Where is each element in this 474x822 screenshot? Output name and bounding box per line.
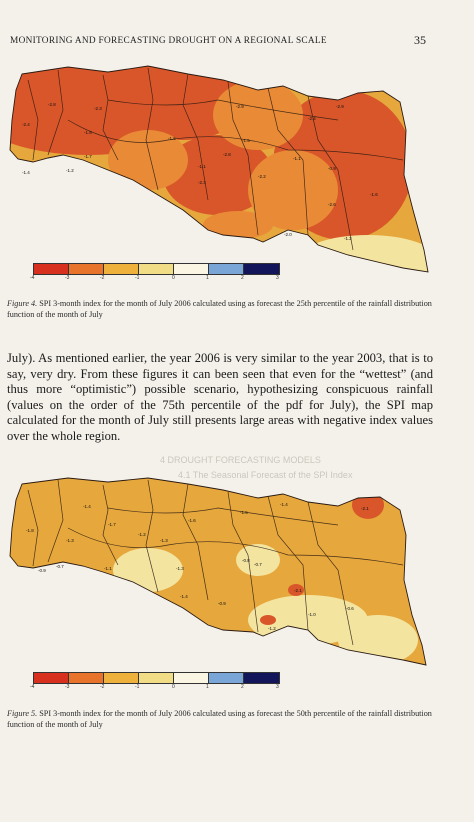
station-label: -1.4: [280, 502, 288, 507]
legend-tick: 3: [276, 275, 279, 281]
station-label: -0.9: [328, 166, 336, 171]
legend-tick: -1: [135, 684, 140, 690]
station-label: -1.3: [66, 538, 74, 543]
figure-5-caption-label: Figure 5.: [7, 709, 38, 718]
legend-swatch: [69, 673, 104, 683]
figure-5-caption-text: SPI 3-month index for the month of July …: [7, 709, 432, 729]
legend-tick: -2: [100, 684, 105, 690]
legend-tick: -3: [65, 275, 70, 281]
station-label: -1.3: [160, 538, 168, 543]
station-label: -2.1: [294, 588, 302, 593]
station-label: -2.9: [236, 104, 244, 109]
legend-swatch: [174, 264, 209, 274]
station-label: -1.4: [83, 504, 91, 509]
figure-4-station-labels: -2.4 -2.8 -1.8 -2.3 -1.7 -1.4 -1.2 -1.6 …: [22, 102, 378, 241]
legend-tick: 1: [206, 684, 209, 690]
station-label: -2.4: [22, 122, 30, 127]
station-label: -2.3: [94, 106, 102, 111]
figure-4-map: -2.4 -2.8 -1.8 -2.3 -1.7 -1.4 -1.2 -1.6 …: [8, 60, 433, 282]
station-label: -2.4: [308, 116, 316, 121]
station-label: -2.8: [48, 102, 56, 107]
station-label: -2.0: [284, 232, 292, 237]
legend-tick: 3: [276, 684, 279, 690]
station-label: -1.4: [22, 170, 30, 175]
station-label: -1.7: [108, 522, 116, 527]
station-label: -1.8: [84, 130, 92, 135]
station-label: -1.4: [180, 594, 188, 599]
legend-tick: -1: [135, 275, 140, 281]
station-label: -1.3: [176, 566, 184, 571]
legend-swatch: [139, 673, 174, 683]
station-label: -0.8: [242, 558, 250, 563]
station-label: -1.1: [293, 156, 301, 161]
figure-4-caption: Figure 4. SPI 3-month index for the mont…: [7, 298, 447, 320]
figure-4-caption-text: SPI 3-month index for the month of July …: [7, 299, 432, 319]
station-label: -2.8: [223, 152, 231, 157]
legend-tick: 2: [241, 684, 244, 690]
station-label: -1.0: [308, 612, 316, 617]
body-paragraph: July). As mentioned earlier, the year 20…: [7, 351, 433, 443]
show-through-subsection-heading: 4.1 The Seasonal Forecast of the SPI Ind…: [178, 470, 353, 480]
legend-tick: -2: [100, 275, 105, 281]
legend-tick: 0: [172, 275, 175, 281]
station-label: -2.2: [258, 174, 266, 179]
station-label: -0.6: [346, 606, 354, 611]
station-label: -0.9: [38, 568, 46, 573]
station-label: -1.7: [84, 154, 92, 159]
show-through-section-heading: 4 DROUGHT FORECASTING MODELS: [160, 455, 321, 465]
figure-5-caption: Figure 5. SPI 3-month index for the mont…: [7, 708, 447, 730]
legend-swatch: [104, 673, 139, 683]
station-label: -1.2: [66, 168, 74, 173]
station-label: -0.7: [254, 562, 262, 567]
station-label: -0.7: [56, 564, 64, 569]
station-label: -1.6: [188, 518, 196, 523]
legend-tick: 2: [241, 275, 244, 281]
station-label: -1.2: [268, 626, 276, 631]
figure-5-station-labels: -1.4 -1.8 -1.3 -1.7 -1.2 -1.3 -1.6 -1.5 …: [26, 502, 369, 631]
legend-swatch: [34, 264, 69, 274]
legend-tick: -4: [30, 275, 35, 281]
figure-5-legend: [33, 672, 280, 684]
legend-swatch: [244, 264, 279, 274]
legend-swatch: [104, 264, 139, 274]
page-number: 35: [414, 33, 426, 47]
station-label: -1.1: [198, 164, 206, 169]
legend-tick: -4: [30, 684, 35, 690]
legend-tick: 1: [206, 275, 209, 281]
legend-swatch: [139, 264, 174, 274]
station-label: -2.6: [328, 202, 336, 207]
figure-4-legend: [33, 263, 280, 275]
station-label: -2.9: [336, 104, 344, 109]
station-label: -0.9: [218, 601, 226, 606]
station-label: -1.1: [104, 566, 112, 571]
station-label: -1.6: [168, 136, 176, 141]
legend-swatch: [209, 673, 244, 683]
figure-5-map: -1.4 -1.8 -1.3 -1.7 -1.2 -1.3 -1.6 -1.5 …: [8, 470, 433, 670]
legend-tick: 0: [172, 684, 175, 690]
figure-4-caption-label: Figure 4.: [7, 299, 38, 308]
running-head: MONITORING AND FORECASTING DROUGHT ON A …: [10, 36, 327, 46]
legend-swatch: [69, 264, 104, 274]
station-label: -1.8: [26, 528, 34, 533]
station-label: -1.6: [370, 192, 378, 197]
station-label: -1.5: [242, 138, 250, 143]
legend-swatch: [34, 673, 69, 683]
station-label: -1.2: [138, 532, 146, 537]
legend-swatch: [174, 673, 209, 683]
station-label: -2.3: [198, 180, 206, 185]
station-label: -1.2: [344, 236, 352, 241]
station-label: -1.5: [240, 510, 248, 515]
legend-swatch: [209, 264, 244, 274]
legend-swatch: [244, 673, 279, 683]
station-label: -2.1: [361, 506, 369, 511]
legend-tick: -3: [65, 684, 70, 690]
